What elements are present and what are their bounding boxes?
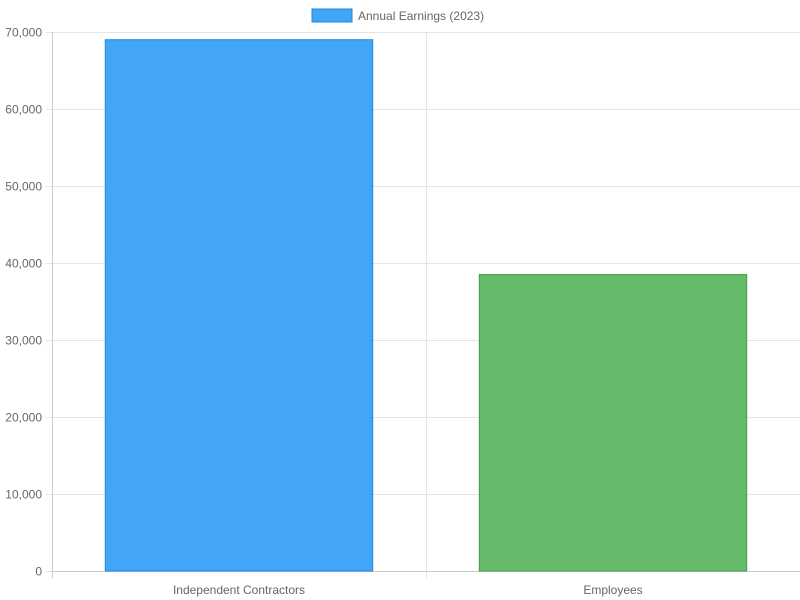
y-tick-label: 30,000: [5, 334, 42, 348]
y-tick-label: 50,000: [5, 180, 42, 194]
y-tick-label: 0: [35, 565, 42, 579]
y-tick-label: 40,000: [5, 257, 42, 271]
legend-swatch[interactable]: [311, 8, 353, 23]
x-tick-label: Employees: [583, 583, 642, 597]
y-tick-label: 20,000: [5, 411, 42, 425]
bars: [104, 39, 748, 572]
x-tick-label: Independent Contractors: [173, 583, 305, 597]
bar-independent-contractors[interactable]: [104, 39, 374, 572]
y-tick-label: 70,000: [5, 26, 42, 40]
y-tick-label: 10,000: [5, 488, 42, 502]
bar-employees[interactable]: [478, 274, 748, 572]
legend-label[interactable]: Annual Earnings (2023): [358, 9, 484, 23]
x-axis-ticks: Independent Contractors Employees: [173, 583, 643, 597]
legend[interactable]: Annual Earnings (2023): [311, 8, 484, 23]
y-tick-label: 60,000: [5, 103, 42, 117]
y-axis-ticks: 0 10,000 20,000 30,000 40,000 50,000 60,000 70,…: [5, 26, 42, 579]
